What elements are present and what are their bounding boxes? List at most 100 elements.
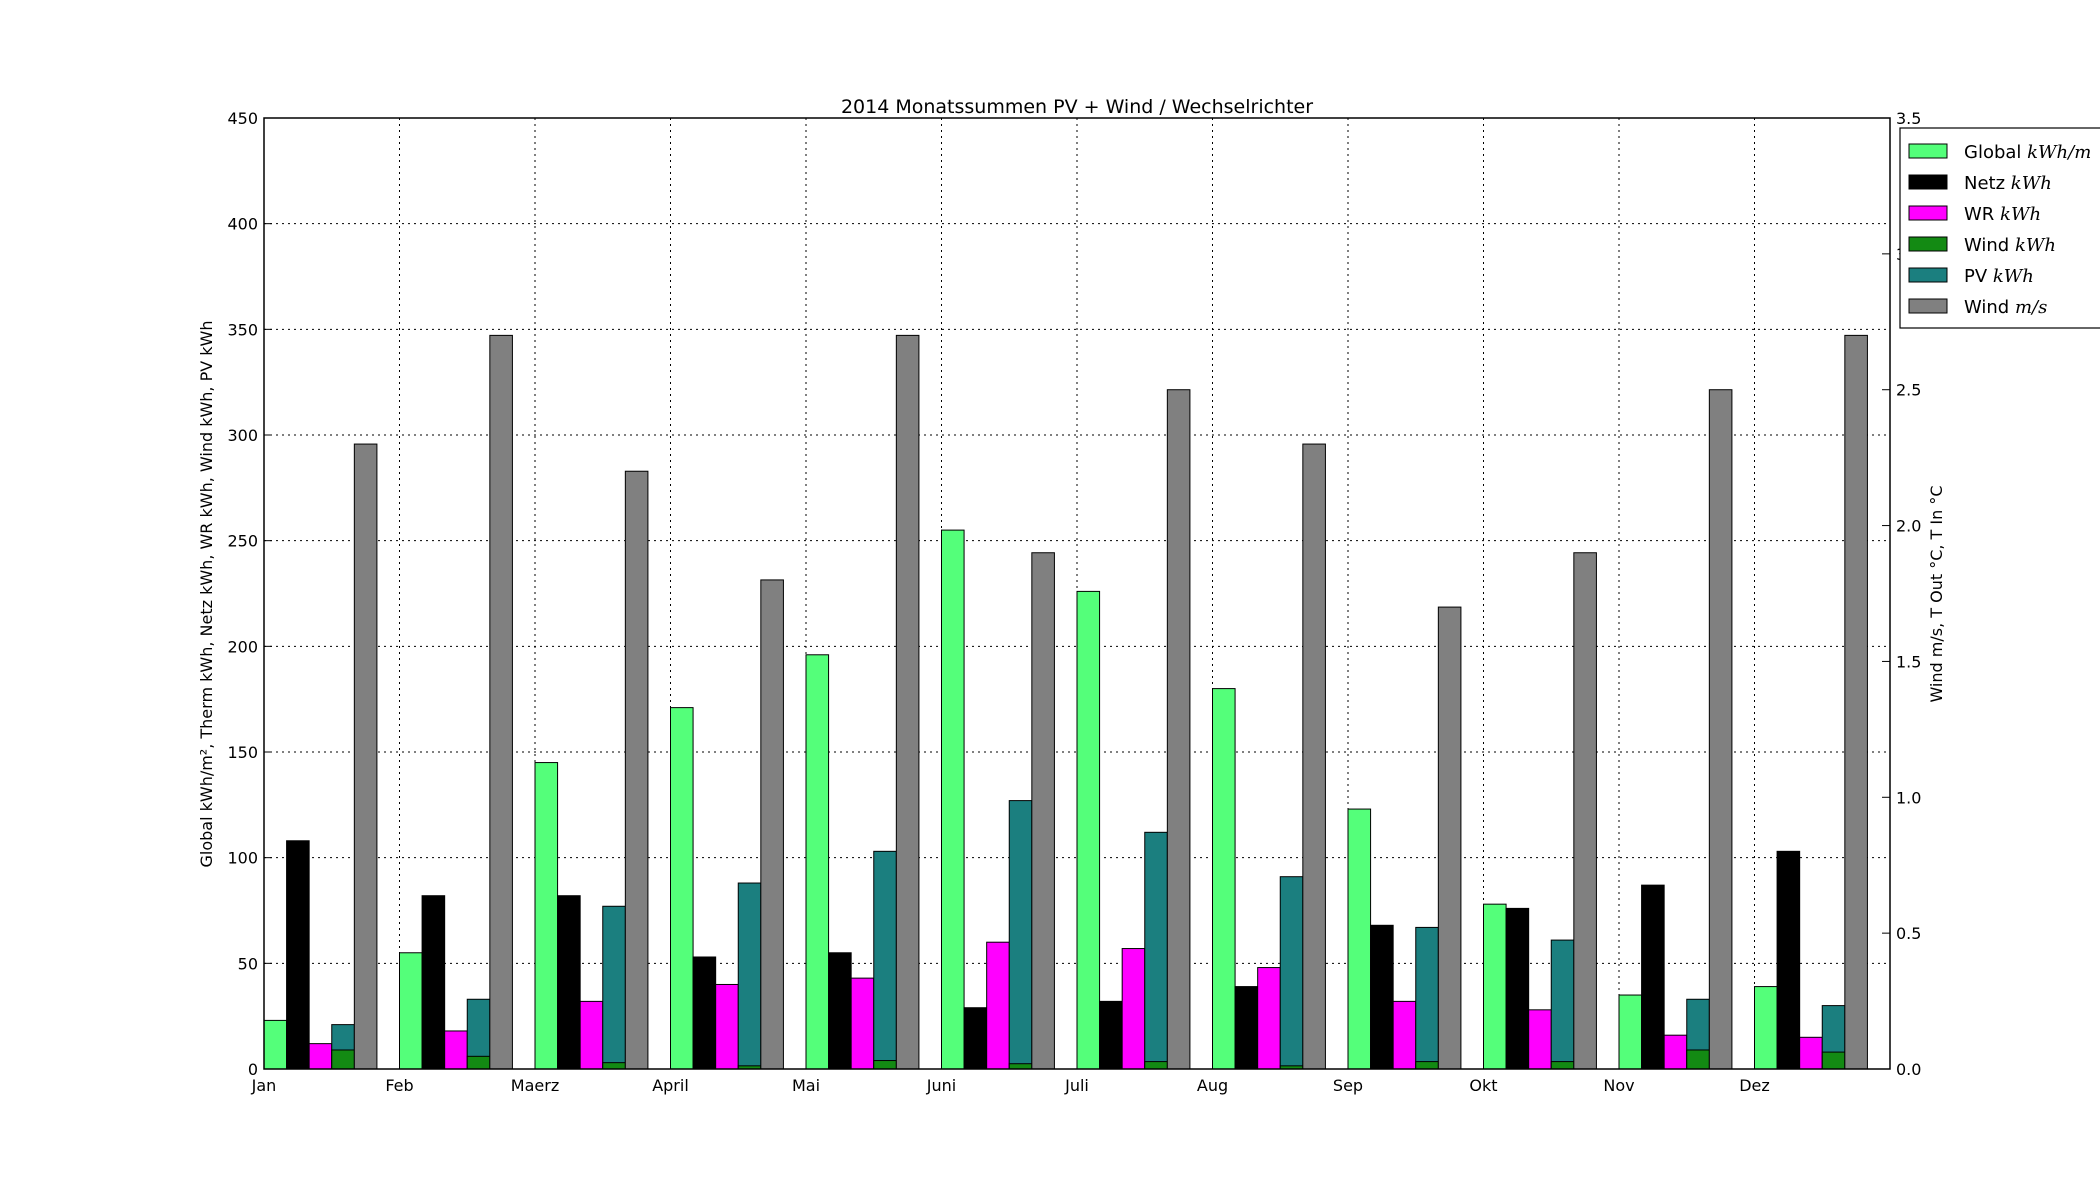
legend-label: Netz kWh: [1964, 173, 2052, 194]
x-tick-label: Maerz: [511, 1076, 559, 1095]
bar-global-kwh-m--juni: [941, 529, 965, 1070]
bar-netz-kwh-april: [692, 956, 717, 1070]
left-axis-label: Global kWh/m², Therm kWh, Netz kWh, WR k…: [197, 320, 216, 867]
bar-netz-kwh-feb: [421, 895, 446, 1070]
bar-global-kwh-m--nov: [1618, 994, 1643, 1070]
bars: [263, 334, 1868, 1070]
bar-netz-kwh-okt: [1505, 907, 1530, 1070]
bar-pv-kwh-okt: [1550, 939, 1575, 1070]
bar-wind-kwh-jan: [331, 1049, 355, 1070]
bar-netz-kwh-juli: [1099, 1000, 1123, 1070]
legend-box: [1899, 127, 2100, 329]
bar-netz-kwh-jan: [286, 840, 310, 1070]
left-tick-label: 350: [227, 320, 258, 339]
left-tick-label: 150: [227, 743, 258, 762]
bar-pv-kwh-mai: [873, 850, 897, 1070]
bar-netz-kwh-juni: [963, 1007, 988, 1070]
bar-wind-kwh-okt: [1550, 1061, 1575, 1070]
bar-wr-kwh-mai: [850, 977, 875, 1070]
bar-wr-kwh-nov: [1663, 1034, 1688, 1070]
legend-swatch: [1908, 267, 1948, 283]
chart-title: 2014 Monatssummen PV + Wind / Wechselric…: [841, 96, 1313, 118]
bar-wr-kwh-jan: [308, 1043, 333, 1070]
bar-pv-kwh-maerz: [602, 905, 626, 1070]
bar-wind-m-s-jan: [353, 443, 378, 1070]
x-tick-label: Juli: [1064, 1076, 1089, 1095]
legend-swatch: [1908, 205, 1948, 221]
legend-swatch: [1908, 174, 1948, 190]
bar-wind-m-s-mai: [895, 334, 920, 1070]
bar-wind-kwh-juni: [1008, 1063, 1033, 1070]
bar-netz-kwh-maerz: [557, 895, 581, 1070]
x-tick-label: Aug: [1197, 1076, 1228, 1095]
x-tick-label: Juni: [926, 1076, 956, 1095]
right-tick-label: 0.0: [1896, 1060, 1921, 1079]
bar-wr-kwh-maerz: [579, 1000, 604, 1070]
bar-wind-m-s-dez: [1844, 334, 1868, 1070]
x-tick-label: Feb: [385, 1076, 413, 1095]
bar-global-kwh-m--okt: [1483, 903, 1507, 1070]
right-tick-label: 0.5: [1896, 924, 1921, 943]
bar-pv-kwh-juni: [1008, 800, 1033, 1070]
left-tick-label: 400: [227, 215, 258, 234]
legend-label: Global kWh/m: [1964, 142, 2091, 163]
left-tick-label: 300: [227, 426, 258, 445]
left-tick-label: 450: [227, 109, 258, 128]
bar-global-kwh-m--feb: [399, 952, 423, 1070]
x-tick-label: Mai: [792, 1076, 820, 1095]
bar-global-kwh-m--sep: [1347, 808, 1372, 1070]
bar-netz-kwh-dez: [1776, 850, 1801, 1070]
bar-pv-kwh-aug: [1279, 876, 1304, 1070]
bar-wind-kwh-maerz: [602, 1062, 626, 1070]
right-tick-label: 2.0: [1896, 517, 1921, 536]
legend-label: WR kWh: [1964, 204, 2041, 225]
x-tick-label: Sep: [1333, 1076, 1363, 1095]
bar-wind-m-s-nov: [1708, 389, 1733, 1070]
bar-pv-kwh-april: [737, 882, 762, 1070]
bar-wr-kwh-aug: [1257, 967, 1281, 1070]
x-tick-label: Nov: [1603, 1076, 1634, 1095]
x-tick-label: Dez: [1739, 1076, 1770, 1095]
bar-wind-kwh-nov: [1686, 1049, 1710, 1070]
axis-ticks: 0 50 100 150 200 250 300 350 400 450 0.0 0.5 1.0 1.5 2…: [227, 109, 1921, 1095]
x-tick-label: April: [652, 1076, 689, 1095]
legend: Global kWh/m Netz kWh WR kWh Wind kWh PV kWh…: [1899, 127, 2100, 329]
right-tick-label: 1.5: [1896, 652, 1921, 671]
bar-global-kwh-m--mai: [805, 654, 830, 1070]
bar-wr-kwh-okt: [1528, 1009, 1552, 1070]
legend-swatch: [1908, 143, 1948, 159]
bar-netz-kwh-aug: [1234, 986, 1259, 1070]
right-tick-label: 3.5: [1896, 109, 1921, 128]
left-tick-label: 200: [227, 637, 258, 656]
bar-wr-kwh-april: [715, 983, 739, 1070]
bar-wind-kwh-sep: [1415, 1061, 1439, 1070]
legend-label: PV kWh: [1964, 266, 2034, 287]
right-axis-label: Wind m/s, T Out °C, T In °C: [1927, 485, 1946, 702]
bar-wr-kwh-sep: [1392, 1000, 1417, 1070]
bar-wind-m-s-april: [760, 579, 784, 1070]
bar-wr-kwh-juli: [1121, 948, 1146, 1070]
bar-pv-kwh-sep: [1415, 926, 1439, 1070]
legend-swatch: [1908, 298, 1948, 314]
bar-wind-m-s-juli: [1166, 389, 1191, 1070]
bar-wr-kwh-dez: [1799, 1036, 1823, 1070]
x-tick-label: Okt: [1469, 1076, 1497, 1095]
bar-wind-m-s-aug: [1302, 443, 1326, 1070]
right-tick-label: 1.0: [1896, 788, 1921, 807]
left-tick-label: 100: [227, 849, 258, 868]
bar-pv-kwh-juli: [1144, 831, 1168, 1070]
bar-wind-kwh-feb: [466, 1055, 491, 1070]
bar-global-kwh-m--jan: [263, 1019, 288, 1070]
bar-wind-m-s-feb: [489, 334, 513, 1070]
left-tick-label: 50: [238, 954, 258, 973]
bar-netz-kwh-mai: [828, 952, 852, 1070]
left-tick-label: 250: [227, 532, 258, 551]
bar-wind-kwh-dez: [1821, 1051, 1846, 1070]
bar-netz-kwh-nov: [1641, 884, 1665, 1070]
bar-netz-kwh-sep: [1370, 924, 1394, 1070]
bar-wind-m-s-okt: [1573, 552, 1597, 1070]
bar-wr-kwh-juni: [986, 941, 1010, 1070]
bar-global-kwh-m--maerz: [534, 762, 559, 1070]
